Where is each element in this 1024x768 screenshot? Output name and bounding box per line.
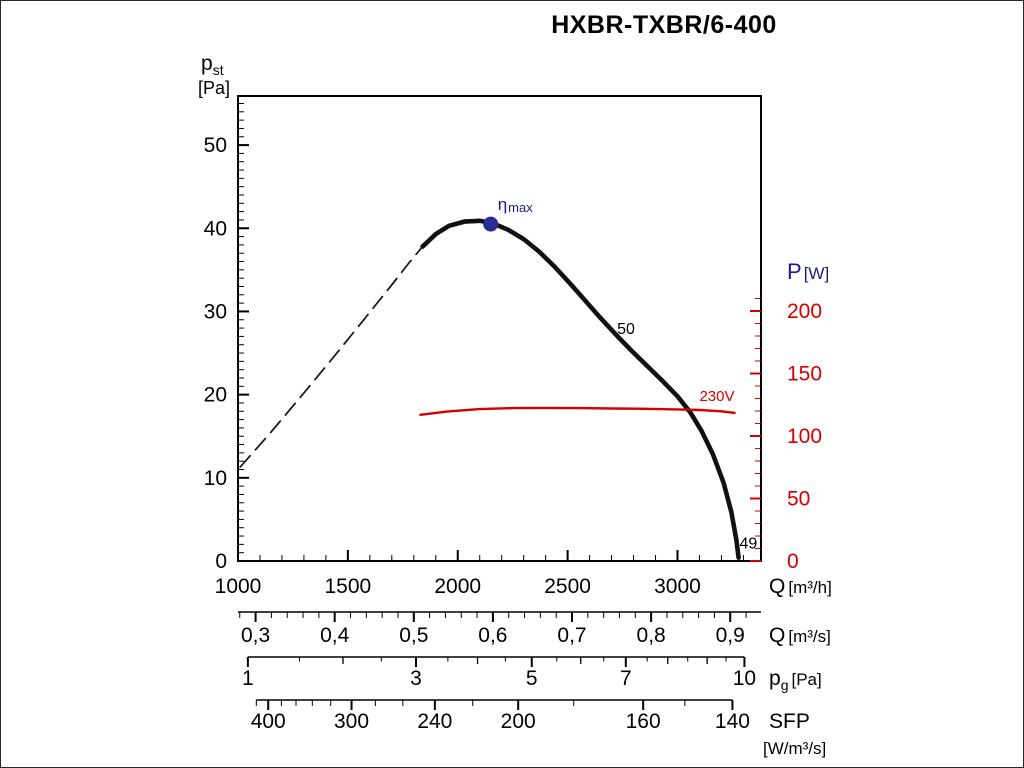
svg-text:140: 140 (715, 710, 750, 733)
svg-text:0,8: 0,8 (637, 624, 666, 647)
svg-text:30: 30 (204, 300, 227, 323)
svg-text:0,4: 0,4 (320, 624, 350, 647)
svg-text:5: 5 (526, 667, 538, 690)
power-curve-230V (419, 406, 736, 416)
y-axis-pst: 0 10 20 30 40 50 (204, 102, 249, 573)
svg-text:100: 100 (787, 425, 822, 448)
svg-text:10: 10 (204, 467, 227, 490)
svg-text:150: 150 (787, 363, 822, 386)
svg-text:7: 7 (620, 667, 632, 690)
svg-text:[Pa]: [Pa] (198, 78, 230, 98)
svg-text:0: 0 (787, 550, 799, 573)
svg-text:0,9: 0,9 (716, 624, 745, 647)
svg-text:50: 50 (204, 134, 227, 157)
svg-text:0,6: 0,6 (478, 624, 507, 647)
svg-text:Q[m³/h]: Q [m³/h] (769, 575, 832, 598)
plot-frame (237, 95, 762, 562)
svg-text:1: 1 (242, 667, 254, 690)
x-axis-q-m3s: 0,3 0,4 0,5 0,6 0,7 0,8 0,9 Q [m³/s] (238, 611, 831, 647)
svg-text:160: 160 (626, 710, 661, 733)
svg-text:pst: pst (201, 52, 224, 78)
svg-text:pg[Pa]: pg [Pa] (769, 667, 822, 693)
svg-text:200: 200 (787, 300, 822, 323)
curve-label-49: 49 (739, 536, 757, 553)
chart-title: HXBR-TXBR/6-400 (551, 11, 777, 39)
svg-text:0: 0 (215, 550, 227, 573)
svg-text:40: 40 (204, 217, 227, 240)
svg-text:1000: 1000 (215, 575, 262, 598)
fan-curve-extrapolated (239, 245, 424, 468)
svg-text:50: 50 (787, 488, 810, 511)
svg-text:2500: 2500 (544, 575, 591, 598)
svg-text:3000: 3000 (654, 575, 701, 598)
y-axis-pst-unit: pst[Pa] (198, 52, 230, 98)
svg-text:200: 200 (501, 710, 536, 733)
eta-max-marker (483, 216, 499, 232)
svg-text:1500: 1500 (325, 575, 372, 598)
curve-label-50: 50 (617, 321, 635, 338)
svg-text:0,3: 0,3 (241, 624, 270, 647)
svg-text:400: 400 (251, 710, 286, 733)
fan-curve (420, 218, 741, 560)
svg-text:240: 240 (417, 710, 452, 733)
svg-text:P[W]: P [W] (787, 259, 829, 284)
svg-text:0,7: 0,7 (557, 624, 586, 647)
svg-text:300: 300 (334, 710, 369, 733)
x-axis-pg: 1 3 5 7 10 pg [Pa] (242, 656, 822, 693)
svg-text:20: 20 (204, 384, 227, 407)
svg-text:Q[m³/s]: Q [m³/s] (769, 624, 831, 647)
svg-text:3: 3 (410, 667, 422, 690)
eta-max-label: ηmax (498, 195, 534, 215)
y-axis-power: 0 50 100 150 200 P [W] (750, 259, 829, 573)
svg-text:SFP: SFP (769, 710, 810, 733)
svg-text:[W/m³/s]: [W/m³/s] (763, 739, 826, 758)
svg-text:2000: 2000 (434, 575, 481, 598)
x-axis-q-m3h: 1000 1500 2000 2500 3000 Q [m³/h] (215, 550, 832, 598)
power-label-230V: 230V (699, 388, 734, 405)
x-axis-sfp: 400 300 240 200 160 140 SFP [W/m³/s] (251, 699, 826, 758)
svg-text:0,5: 0,5 (399, 624, 428, 647)
svg-text:10: 10 (733, 667, 756, 690)
